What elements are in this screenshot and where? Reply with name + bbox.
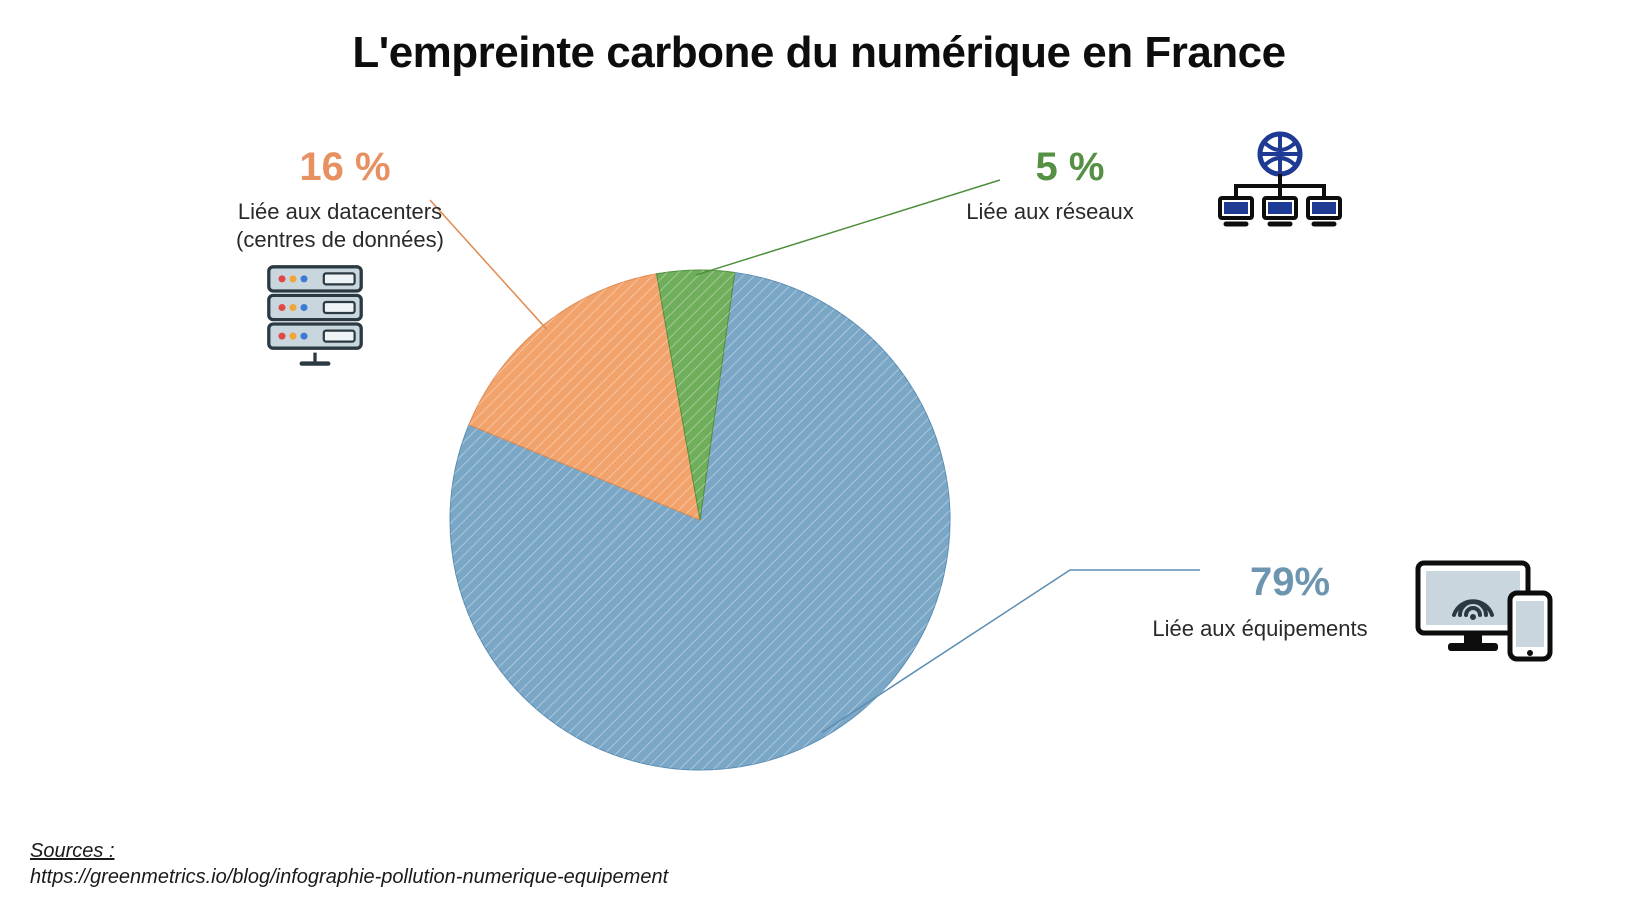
pie-chart — [0, 0, 1638, 916]
source-title: Sources : — [30, 840, 114, 863]
datacenters-label: Liée aux datacenters (centres de données… — [200, 198, 480, 253]
network-icon — [1210, 128, 1350, 228]
datacenters-label-line2: (centres de données) — [236, 227, 444, 252]
datacenters-percent: 16 % — [255, 145, 435, 190]
equipements-percent: 79% — [1210, 560, 1370, 605]
equipements-label: Liée aux équipements — [1130, 615, 1390, 643]
reseaux-percent: 5 % — [1010, 145, 1130, 190]
datacenters-label-line1: Liée aux datacenters — [238, 199, 442, 224]
leader-reseaux — [696, 180, 1000, 275]
source-url: https://greenmetrics.io/blog/infographie… — [30, 866, 668, 889]
devices-icon — [1410, 555, 1560, 665]
datacenter-icon — [260, 258, 370, 368]
reseaux-label: Liée aux réseaux — [940, 198, 1160, 226]
